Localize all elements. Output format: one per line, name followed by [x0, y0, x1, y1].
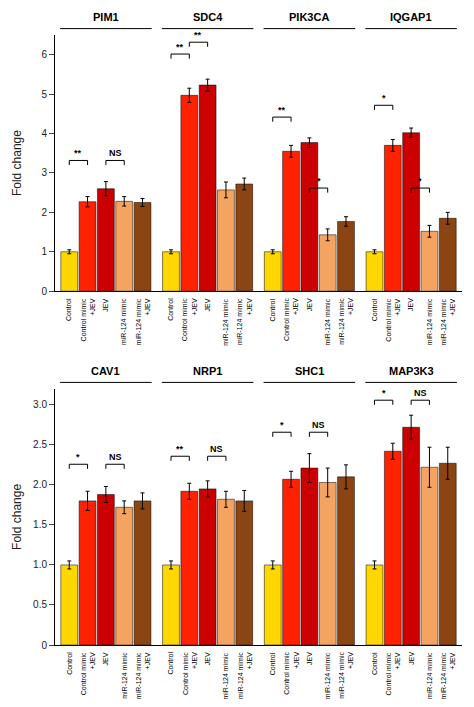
svg-text:miR-124 mimic+JEV: miR-124 mimic+JEV — [440, 298, 456, 345]
svg-text:Control mimic+JEV: Control mimic+JEV — [385, 652, 401, 695]
svg-text:NS: NS — [109, 452, 122, 462]
svg-text:MAP3K3: MAP3K3 — [389, 365, 434, 377]
svg-text:Control: Control — [371, 652, 378, 675]
svg-text:Control: Control — [371, 298, 378, 321]
svg-text:Control mimic+JEV: Control mimic+JEV — [283, 298, 299, 341]
svg-text:Fold change: Fold change — [10, 484, 24, 550]
svg-text:Control mimic+JEV: Control mimic+JEV — [181, 298, 197, 341]
svg-text:Control: Control — [65, 298, 72, 321]
svg-text:Control: Control — [167, 652, 174, 675]
svg-text:4: 4 — [41, 128, 47, 139]
svg-text:PIK3CA: PIK3CA — [289, 11, 329, 23]
svg-text:miR-124 mimic+JEV: miR-124 mimic+JEV — [338, 651, 354, 698]
svg-text:PIM1: PIM1 — [93, 11, 119, 23]
svg-text:miR-124 mimic: miR-124 mimic — [324, 298, 331, 345]
svg-text:Fold change: Fold change — [10, 130, 24, 196]
svg-text:*: * — [418, 176, 422, 186]
svg-text:0.5: 0.5 — [33, 599, 47, 610]
svg-text:Control mimic+JEV: Control mimic+JEV — [385, 298, 401, 341]
svg-text:Control: Control — [167, 298, 174, 321]
svg-text:5: 5 — [41, 89, 47, 100]
svg-text:miR-124 mimic: miR-124 mimic — [426, 298, 433, 345]
svg-text:miR-124 mimic+JEV: miR-124 mimic+JEV — [236, 298, 252, 345]
svg-text:*: * — [382, 388, 386, 398]
svg-text:Control mimic+JEV: Control mimic+JEV — [80, 652, 96, 695]
svg-text:NS: NS — [210, 444, 223, 454]
svg-text:**: ** — [74, 148, 82, 158]
svg-text:miR-124 mimic: miR-124 mimic — [426, 652, 433, 699]
svg-text:1.5: 1.5 — [33, 519, 47, 530]
svg-text:0: 0 — [41, 640, 47, 651]
svg-text:miR-124 mimic: miR-124 mimic — [121, 652, 128, 699]
svg-text:2.5: 2.5 — [33, 439, 47, 450]
svg-text:Control mimic+JEV: Control mimic+JEV — [80, 298, 96, 341]
svg-text:3.0: 3.0 — [33, 399, 47, 410]
svg-text:1: 1 — [41, 246, 47, 257]
svg-text:JEV: JEV — [306, 298, 313, 311]
svg-text:Control: Control — [269, 652, 276, 675]
svg-text:JEV: JEV — [204, 298, 211, 311]
svg-text:NS: NS — [312, 420, 325, 430]
svg-text:Control: Control — [66, 652, 73, 675]
svg-text:*: * — [317, 176, 321, 186]
svg-text:**: ** — [176, 444, 184, 454]
svg-text:miR-124 mimic: miR-124 mimic — [222, 299, 229, 346]
svg-text:NS: NS — [109, 148, 122, 158]
svg-text:miR-124 mimic+JEV: miR-124 mimic+JEV — [440, 652, 456, 699]
svg-text:JEV: JEV — [407, 298, 414, 311]
svg-text:miR-124 mimic+JEV: miR-124 mimic+JEV — [135, 652, 151, 699]
svg-text:SDC4: SDC4 — [193, 11, 223, 23]
svg-text:JEV: JEV — [408, 652, 415, 665]
svg-text:2: 2 — [41, 207, 47, 218]
svg-text:miR-124 mimic+JEV: miR-124 mimic+JEV — [237, 652, 253, 699]
svg-text:miR-124 mimic+JEV: miR-124 mimic+JEV — [135, 298, 151, 345]
svg-text:*: * — [382, 93, 386, 103]
svg-text:2.0: 2.0 — [33, 479, 47, 490]
svg-text:NS: NS — [414, 388, 427, 398]
svg-text:NRP1: NRP1 — [193, 365, 222, 377]
svg-text:JEV: JEV — [306, 652, 313, 665]
svg-text:Control: Control — [269, 299, 276, 322]
svg-text:*: * — [280, 420, 284, 430]
svg-text:SHC1: SHC1 — [295, 365, 324, 377]
svg-text:**: ** — [176, 42, 184, 52]
svg-text:JEV: JEV — [102, 652, 109, 665]
svg-text:CAV1: CAV1 — [91, 365, 120, 377]
svg-text:0: 0 — [41, 286, 47, 297]
svg-text:miR-124 mimic: miR-124 mimic — [222, 652, 229, 699]
svg-text:**: ** — [194, 30, 202, 40]
svg-text:1.0: 1.0 — [33, 559, 47, 570]
svg-text:JEV: JEV — [204, 652, 211, 665]
svg-text:**: ** — [278, 105, 286, 115]
svg-text:miR-124 mimic: miR-124 mimic — [324, 652, 331, 699]
svg-text:6: 6 — [41, 49, 47, 60]
svg-text:miR-124 mimic+JEV: miR-124 mimic+JEV — [338, 298, 354, 345]
svg-text:JEV: JEV — [102, 299, 109, 312]
svg-text:miR-124 mimic: miR-124 mimic — [120, 298, 127, 345]
svg-text:3: 3 — [41, 167, 47, 178]
svg-text:*: * — [76, 452, 80, 462]
svg-text:Control mimic+JEV: Control mimic+JEV — [283, 651, 299, 694]
svg-text:IQGAP1: IQGAP1 — [390, 11, 432, 23]
svg-text:Control mimic+JEV: Control mimic+JEV — [182, 652, 198, 695]
